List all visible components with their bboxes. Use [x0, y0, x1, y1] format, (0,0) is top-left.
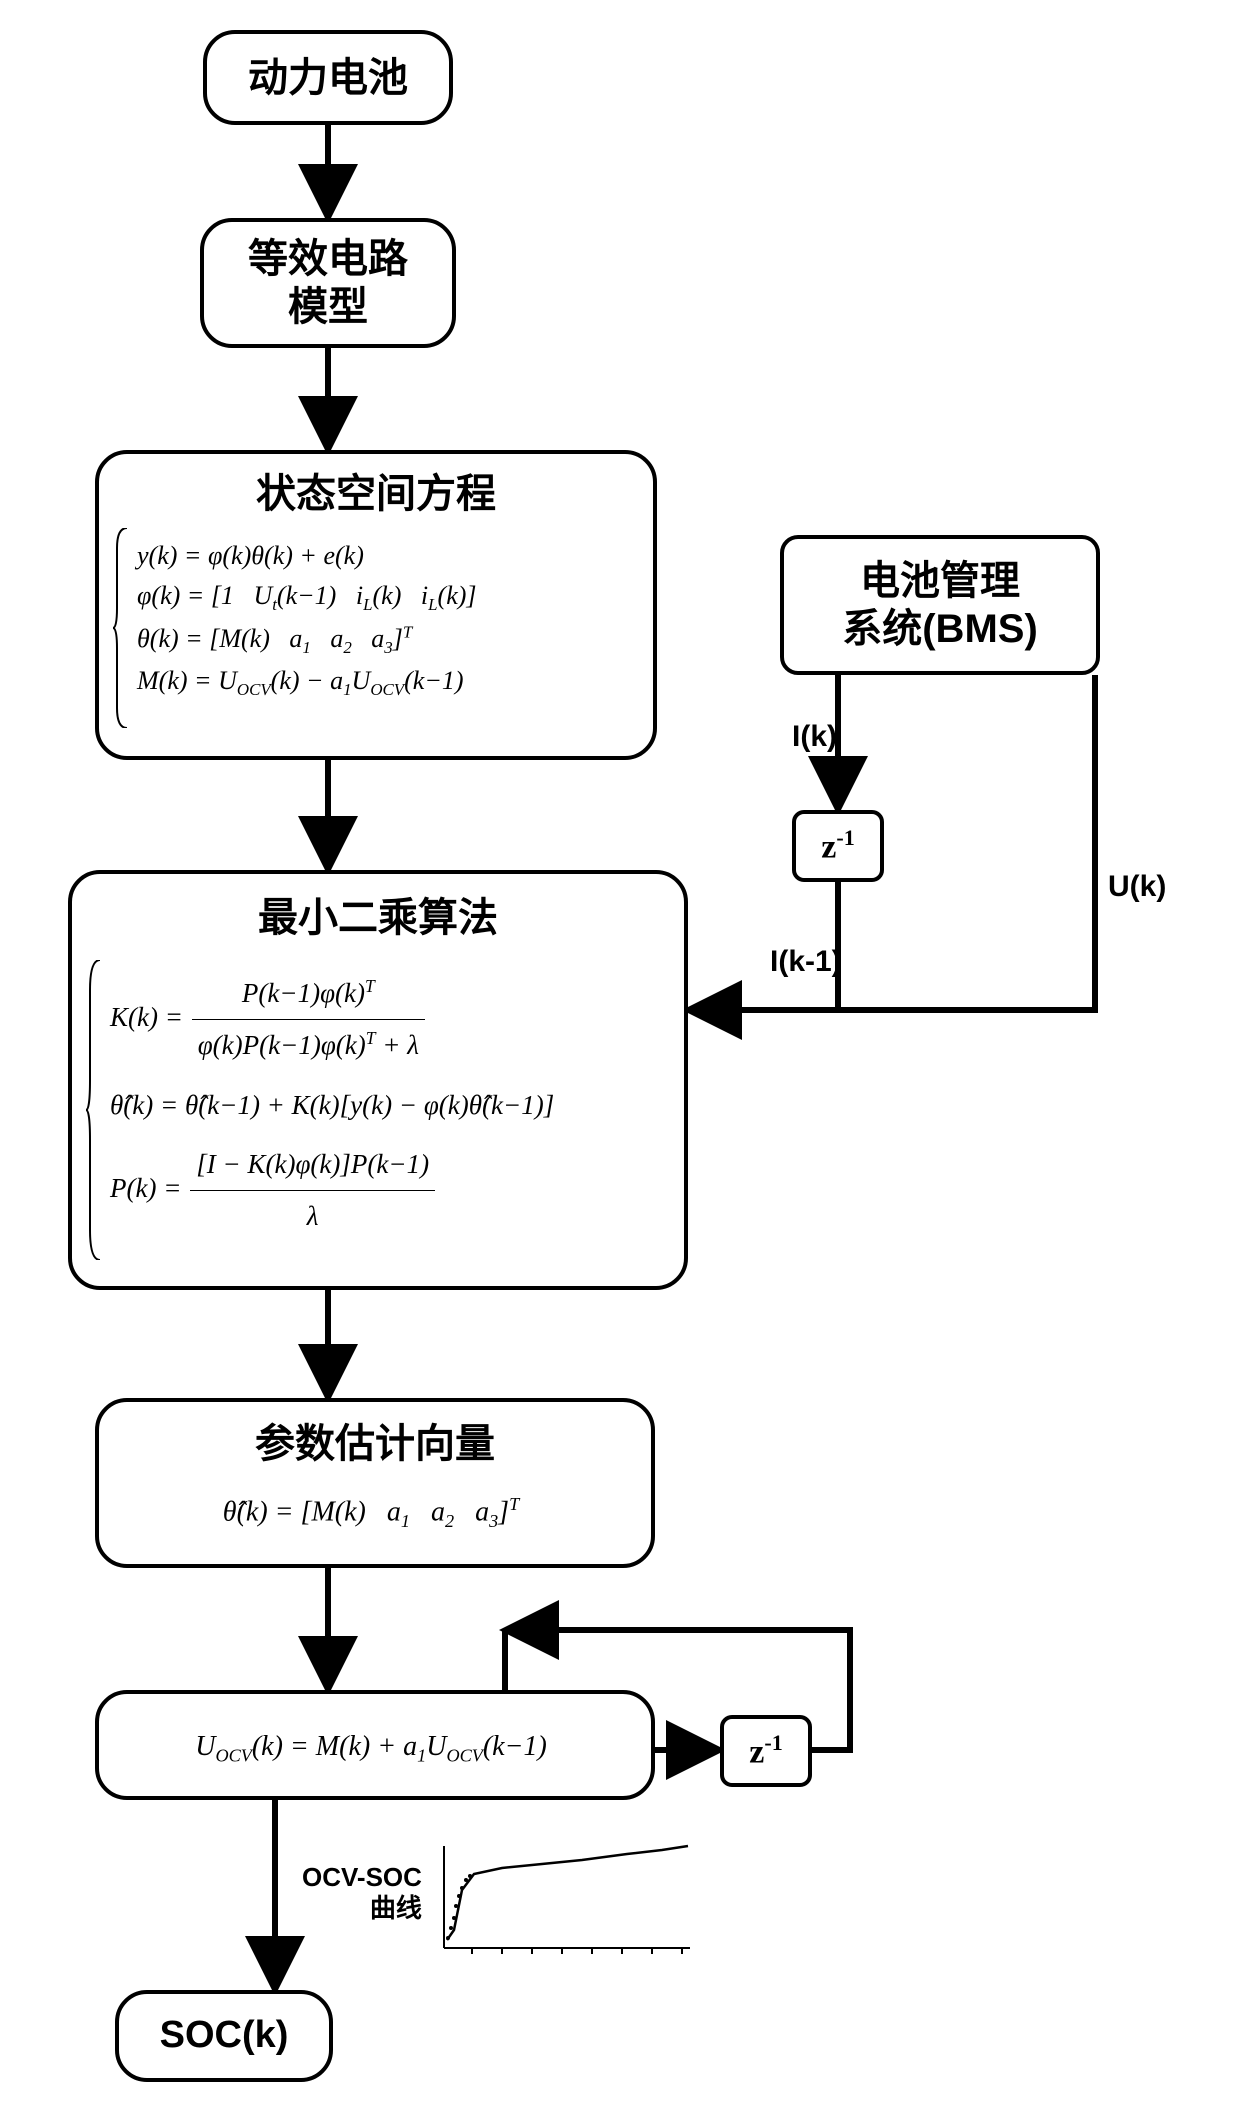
node-bms-title: 电池管理 系统(BMS)	[842, 557, 1038, 653]
node-bms: 电池管理 系统(BMS)	[780, 535, 1100, 675]
flowchart-root: 动力电池 等效电路 模型 状态空间方程 y(k) = φ(k)θ(k) + e(…	[0, 0, 1240, 2112]
node-ls-title: 最小二乘算法	[258, 894, 498, 942]
node-uocv-eq: UOCV(k) = M(k) + a1UOCV(k−1)	[115, 1717, 635, 1774]
node-param-estimate: 参数估计向量 θ̂(k) = [M(k) a1 a2 a3]T	[95, 1398, 655, 1568]
node-eq-circuit: 等效电路 模型	[200, 218, 456, 348]
node-uocv: UOCV(k) = M(k) + a1UOCV(k−1)	[95, 1690, 655, 1800]
label-Ik: I(k)	[792, 720, 837, 754]
node-statespace-equations: y(k) = φ(k)θ(k) + e(k) φ(k) = [1 Ut(k−1)…	[115, 528, 637, 707]
node-z-delay-1: z-1	[792, 810, 884, 882]
node-state-space: 状态空间方程 y(k) = φ(k)θ(k) + e(k) φ(k) = [1 …	[95, 450, 657, 760]
node-soc-title: SOC(k)	[160, 2013, 289, 2059]
node-statespace-title: 状态空间方程	[256, 470, 496, 518]
node-z-delay-2: z-1	[720, 1715, 812, 1787]
z-delay-1-label: z-1	[821, 825, 855, 866]
node-paramest-eq: θ̂(k) = [M(k) a1 a2 a3]T	[115, 1482, 635, 1539]
node-battery-title: 动力电池	[248, 54, 408, 102]
z-delay-2-label: z-1	[749, 1730, 783, 1771]
node-soc: SOC(k)	[115, 1990, 333, 2082]
ocv-soc-curve-plot	[432, 1840, 692, 1960]
node-eqcircuit-title: 等效电路 模型	[248, 235, 408, 331]
label-ocv-curve: OCV-SOC 曲线	[302, 1862, 422, 1924]
node-least-squares: 最小二乘算法 K(k) = P(k−1)φ(k)T φ(k)P(k−1)φ(k)…	[68, 870, 688, 1290]
label-Ikm1: I(k-1)	[770, 945, 842, 979]
node-ls-equations: K(k) = P(k−1)φ(k)T φ(k)P(k−1)φ(k)T + λ θ…	[88, 960, 668, 1246]
node-battery: 动力电池	[203, 30, 453, 125]
label-Uk: U(k)	[1108, 870, 1166, 904]
node-paramest-title: 参数估计向量	[255, 1420, 495, 1468]
